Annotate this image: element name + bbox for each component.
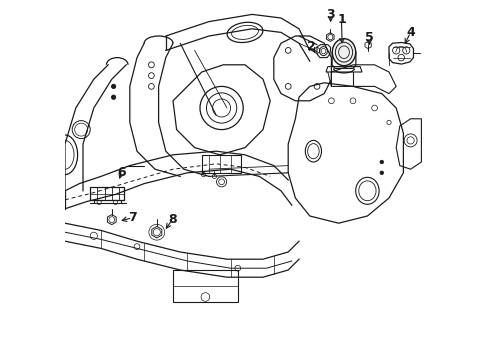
Text: 4: 4 (406, 26, 415, 39)
Circle shape (380, 171, 384, 175)
Text: 7: 7 (128, 211, 137, 224)
Text: 5: 5 (365, 31, 373, 44)
Ellipse shape (332, 39, 356, 66)
Text: 2: 2 (307, 40, 316, 53)
Text: 3: 3 (326, 8, 335, 21)
Text: 1: 1 (337, 13, 346, 26)
Circle shape (111, 95, 116, 99)
Text: 8: 8 (168, 213, 176, 226)
Circle shape (380, 160, 384, 164)
Text: 6: 6 (117, 166, 126, 179)
Circle shape (111, 84, 116, 89)
